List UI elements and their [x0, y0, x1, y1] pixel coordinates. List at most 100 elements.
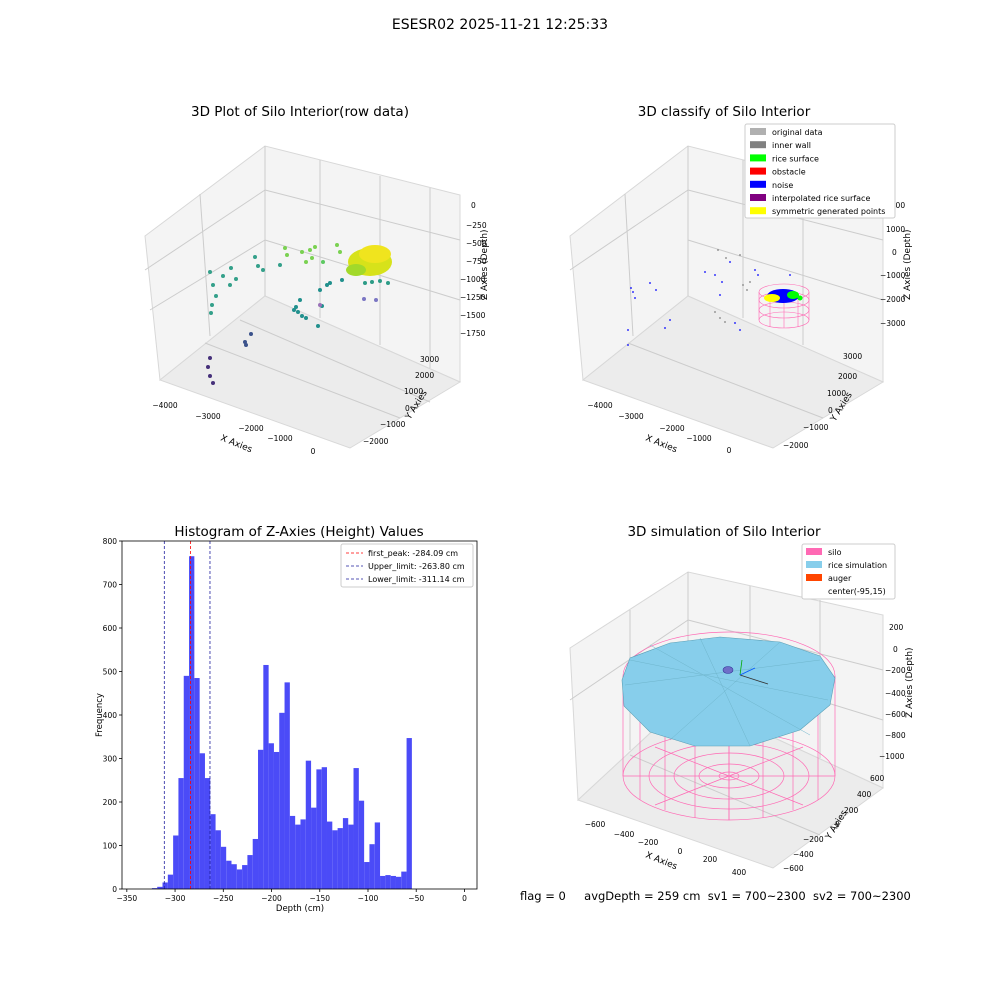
legend-label: interpolated rice surface [772, 194, 870, 203]
legend-label: auger [828, 574, 852, 583]
legend-swatch [806, 574, 822, 581]
histogram-xtick-label: −200 [261, 894, 282, 903]
histogram-legend: first_peak: -284.09 cm Upper_limit: -263.… [340, 543, 474, 588]
histogram-bar: 187 [311, 807, 317, 889]
raw-xtick: −2000 [238, 424, 264, 433]
raw-ztick: −750 [466, 257, 487, 266]
histogram-bar: 28 [395, 876, 402, 889]
histogram-xtick-label: −250 [213, 894, 234, 903]
histogram-bar: 255 [204, 778, 211, 889]
sim-ytick: 0 [835, 820, 840, 829]
legend-label: center(-95,15) [828, 587, 886, 596]
histogram-bar: 40 [401, 871, 407, 889]
histogram-bar: 33 [167, 874, 174, 889]
histogram-bar: 148 [295, 824, 301, 889]
histogram-ytick-label: 800 [103, 537, 118, 546]
raw-ztick: −1250 [460, 293, 486, 302]
histogram-bar: 168 [289, 815, 296, 889]
sim-xlabel: X Axies [644, 851, 679, 873]
sim-xtick: 0 [678, 847, 683, 856]
histogram-bar: 315 [273, 751, 280, 889]
simulation-legend: silo rice simulation auger center(-95,15) [801, 543, 896, 600]
raw-xtick: −4000 [152, 401, 178, 410]
histogram-bar: 140 [337, 828, 343, 889]
histogram-chart: 2515331232554907654853122551721359765574… [95, 537, 478, 914]
sim-ytick: 200 [844, 806, 859, 815]
histogram-bar: 295 [305, 760, 312, 889]
raw-ytick: −2000 [363, 437, 389, 446]
classify-3d-plot: −4000 −3000 −2000 −1000 0 −2000 −1000 0 … [569, 123, 913, 455]
raw-ytick: 2000 [415, 371, 434, 380]
histogram-bar: 203 [358, 800, 365, 889]
raw-xtick: −3000 [195, 412, 221, 421]
histogram-bar: 155 [326, 821, 333, 889]
raw-ytick: 0 [405, 404, 410, 413]
legend-swatch [750, 207, 766, 215]
classify-ytick: 3000 [843, 352, 862, 361]
legend-label: rice simulation [828, 561, 887, 570]
histogram-xtick-label: −50 [408, 894, 424, 903]
histogram-legend-label: Lower_limit: -311.14 cm [368, 575, 465, 584]
sim-ytick: 400 [857, 790, 872, 799]
classify-ztick: −2000 [880, 295, 906, 304]
legend-swatch [750, 141, 766, 149]
simulation-plot-title: 3D simulation of Silo Interior [627, 524, 821, 540]
legend-swatch [806, 548, 822, 555]
classify-xtick: −4000 [587, 401, 613, 410]
histogram-bar: 347 [406, 738, 412, 889]
histogram-bar: 135 [215, 830, 221, 889]
histogram-ytick-label: 700 [103, 581, 118, 590]
legend-swatch [806, 587, 822, 594]
raw-xlabel: X Axies [219, 434, 254, 456]
histogram-legend-label: first_peak: -284.09 cm [368, 549, 458, 558]
classify-axis-ticks: −4000 −3000 −2000 −1000 0 −2000 −1000 0 … [587, 201, 905, 455]
histogram-bar: 335 [268, 743, 274, 889]
simulation-axis-ticks: −600 −400 −200 0 200 400 −600 −400 −200 … [585, 623, 906, 877]
figure-title: ESESR02 2025-11-21 12:25:33 [391, 17, 609, 33]
raw-ztick: −500 [466, 239, 487, 248]
histogram-bar: 405 [279, 712, 285, 889]
histogram-bar: 490 [183, 675, 190, 889]
histogram-ytick-label: 0 [112, 885, 117, 894]
sim-xtick: 400 [732, 868, 747, 877]
classify-xtick: −3000 [618, 412, 644, 421]
sim-ytick: 600 [870, 774, 885, 783]
classify-ztick: −3000 [880, 319, 906, 328]
classify-plot-title: 3D classify of Silo Interior [637, 104, 811, 120]
classify-xtick: −2000 [659, 424, 685, 433]
histogram-bar: 172 [210, 814, 216, 889]
classify-ztick: 2000 [886, 201, 905, 210]
raw-3d-plot: −4000 −3000 −2000 −1000 0 −2000 −1000 0 … [144, 145, 490, 456]
histogram-ytick-label: 100 [103, 842, 118, 851]
histogram-xtick-label: −300 [165, 894, 186, 903]
histogram-ylabel: Frequency [95, 693, 105, 737]
raw-xtick: −1000 [267, 434, 293, 443]
classify-ytick: −1000 [803, 423, 829, 432]
histogram-xticks: −350 −300 −250 −200 −150 −100 −50 0 [117, 889, 467, 903]
histogram-bar: 15 [162, 882, 168, 889]
classify-ytick: −2000 [783, 441, 809, 450]
legend-label: symmetric generated points [772, 207, 885, 216]
histogram-bar: 57 [231, 864, 237, 889]
simulation-3d-plot: −600 −400 −200 0 200 400 −600 −400 −200 … [569, 543, 915, 877]
legend-swatch [750, 128, 766, 135]
raw-ytick: −1000 [380, 420, 406, 429]
histogram-xtick-label: 0 [462, 894, 467, 903]
sim-ztick: 0 [893, 645, 898, 654]
raw-ztick: −250 [466, 221, 487, 230]
histogram-bar: 97 [220, 846, 227, 889]
sim-ztick: 200 [889, 623, 904, 632]
sv2-value: sv2 = 700~2300 [812, 889, 911, 903]
raw-axis-ticks: −4000 −3000 −2000 −1000 0 −2000 −1000 0 … [152, 201, 487, 456]
histogram-xtick-label: −100 [358, 894, 379, 903]
histogram-bar: 78 [247, 855, 253, 889]
histogram-bar: 115 [252, 838, 259, 889]
legend-label: obstacle [772, 168, 806, 177]
histogram-bar: 280 [321, 767, 327, 889]
avg-depth-value: avgDepth = 259 cm [584, 889, 701, 903]
histogram-bar: 55 [242, 865, 248, 889]
raw-plot-title: 3D Plot of Silo Interior(row data) [191, 104, 409, 120]
histogram-title: Histogram of Z-Axies (Height) Values [174, 524, 424, 540]
histogram-bar: 312 [199, 753, 205, 889]
histogram-ytick-label: 200 [103, 798, 118, 807]
